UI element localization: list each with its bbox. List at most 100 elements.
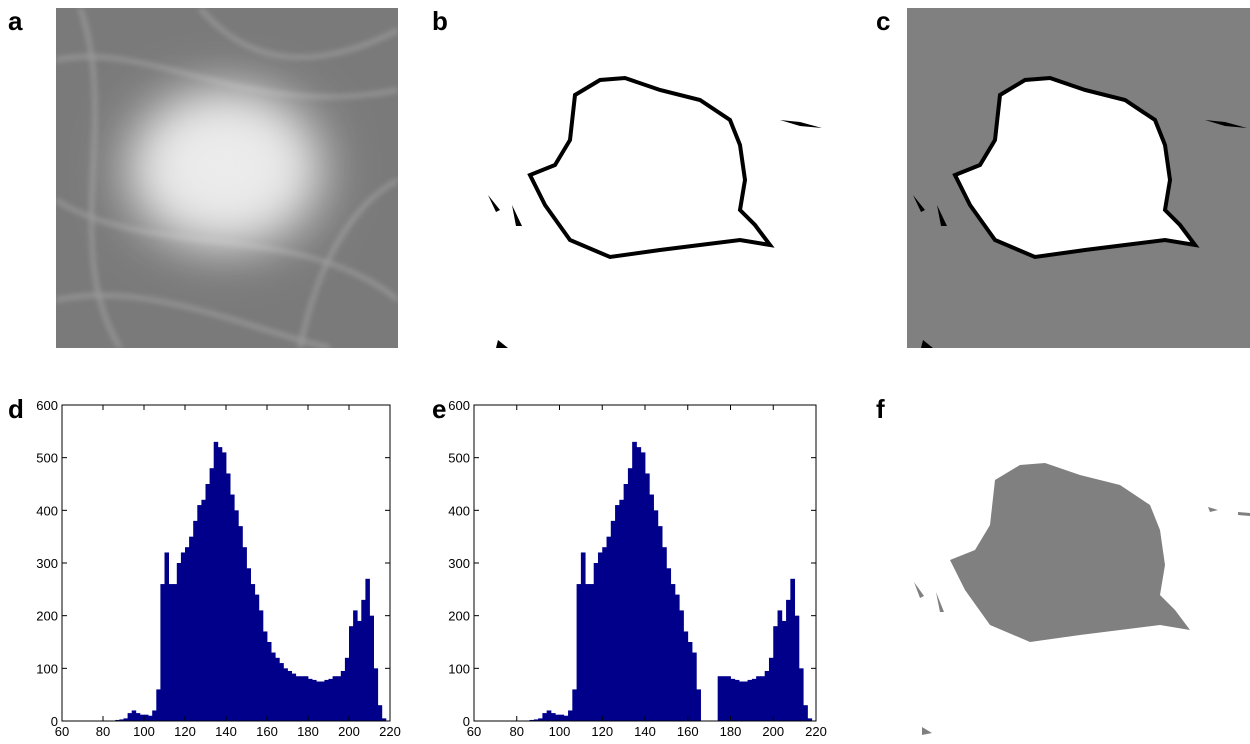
bar	[683, 631, 689, 721]
bar	[295, 676, 301, 721]
bar	[312, 679, 317, 721]
x-tick-label: 200	[762, 724, 784, 739]
bar	[221, 452, 227, 721]
bar	[197, 505, 202, 721]
bar	[585, 584, 590, 721]
bar	[258, 610, 264, 721]
bar	[568, 710, 573, 721]
y-tick-label: 600	[36, 398, 58, 413]
y-tick-label: 100	[36, 661, 58, 676]
bar	[201, 499, 206, 721]
bar	[279, 663, 284, 721]
bar	[747, 679, 753, 721]
bar	[768, 657, 774, 721]
x-tick-label: 80	[510, 724, 524, 739]
bar	[373, 668, 379, 721]
y-tick-label: 300	[36, 556, 58, 571]
bar	[148, 715, 153, 721]
bar	[344, 657, 350, 721]
bar	[606, 536, 612, 721]
bar	[546, 710, 552, 721]
bar	[123, 718, 128, 721]
bar	[160, 584, 165, 721]
panel-label: f	[876, 394, 885, 424]
bar	[559, 714, 565, 721]
y-tick-label: 500	[448, 451, 470, 466]
bar	[271, 652, 276, 721]
bar	[115, 719, 120, 721]
bar	[739, 681, 744, 721]
bar	[332, 676, 338, 721]
bar	[679, 610, 684, 721]
bar	[316, 681, 321, 721]
bar	[193, 520, 198, 721]
bar	[615, 505, 620, 721]
bar	[542, 713, 548, 721]
bar	[619, 499, 625, 721]
bar	[189, 536, 194, 721]
x-tick-label: 160	[256, 724, 278, 739]
bar	[267, 642, 272, 721]
x-tick-label: 60	[467, 724, 481, 739]
bar	[597, 552, 603, 721]
bar	[666, 568, 672, 721]
bar	[131, 710, 137, 721]
bar	[640, 452, 646, 721]
bar	[743, 681, 748, 721]
bar	[353, 610, 358, 721]
bar	[773, 626, 778, 721]
bar	[674, 594, 680, 721]
panel-label: a	[8, 6, 23, 36]
bar	[168, 584, 174, 721]
x-tick-label: 100	[133, 724, 155, 739]
bar	[786, 599, 791, 721]
bar	[176, 563, 182, 721]
bar	[377, 705, 383, 721]
bar	[127, 713, 133, 721]
bar	[636, 447, 642, 721]
bar	[217, 447, 223, 721]
bar	[589, 584, 595, 721]
bar	[756, 676, 761, 721]
bar	[602, 547, 607, 721]
bar	[751, 678, 757, 721]
bar	[653, 510, 659, 721]
bar	[361, 599, 366, 721]
bar	[226, 473, 231, 721]
y-tick-label: 200	[448, 609, 470, 624]
bar	[139, 714, 145, 721]
y-tick-label: 400	[36, 503, 58, 518]
bar	[777, 610, 783, 721]
panel-label: c	[876, 6, 890, 36]
y-tick-label: 0	[463, 714, 470, 729]
bar	[185, 547, 190, 721]
y-tick-label: 200	[36, 609, 58, 624]
panel-label: b	[432, 6, 448, 36]
x-tick-label: 200	[338, 724, 360, 739]
bar	[135, 713, 141, 721]
x-tick-label: 120	[591, 724, 613, 739]
bar	[734, 679, 740, 721]
x-tick-label: 220	[805, 724, 827, 739]
bar	[250, 584, 256, 721]
image-b	[488, 76, 822, 348]
x-tick-label: 100	[549, 724, 571, 739]
bar	[657, 526, 663, 721]
bar	[308, 678, 313, 721]
x-tick-label: 80	[96, 724, 110, 739]
bar	[365, 578, 370, 721]
image-c	[907, 8, 1250, 348]
bar	[369, 615, 374, 721]
x-tick-label: 160	[677, 724, 699, 739]
x-tick-label: 60	[55, 724, 69, 739]
bar	[670, 584, 676, 721]
bar	[533, 719, 539, 721]
bar	[593, 563, 599, 721]
x-tick-label: 180	[297, 724, 319, 739]
bar	[254, 594, 260, 721]
bar	[320, 681, 325, 721]
bar	[794, 615, 800, 721]
bar	[760, 676, 766, 721]
bar	[632, 441, 637, 721]
